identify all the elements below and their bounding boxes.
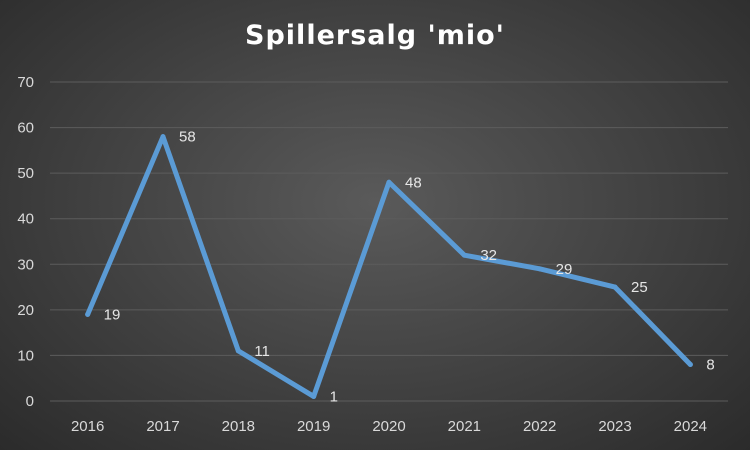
data-label: 19 — [104, 306, 121, 323]
x-tick-label: 2021 — [448, 418, 481, 435]
data-point — [85, 311, 91, 317]
x-tick-label: 2017 — [146, 418, 179, 435]
y-tick-label: 50 — [17, 165, 34, 182]
data-point — [612, 284, 618, 290]
data-label: 29 — [556, 261, 573, 278]
data-label: 1 — [330, 388, 338, 405]
y-tick-label: 60 — [17, 120, 34, 137]
x-tick-label: 2016 — [71, 418, 104, 435]
series-line — [85, 134, 693, 399]
data-point — [235, 348, 241, 354]
data-point — [461, 252, 467, 258]
data-point — [687, 362, 693, 368]
data-label: 48 — [405, 174, 422, 191]
chart-title: Spillersalg 'mio' — [245, 20, 505, 51]
data-label: 58 — [179, 129, 196, 146]
x-tick-label: 2019 — [297, 418, 330, 435]
y-tick-label: 70 — [17, 74, 34, 91]
data-point — [386, 179, 392, 185]
y-tick-label: 20 — [17, 302, 34, 319]
data-point — [537, 266, 543, 272]
data-point — [311, 393, 317, 399]
y-tick-label: 30 — [17, 256, 34, 273]
y-tick-label: 40 — [17, 211, 34, 228]
data-point — [160, 134, 166, 140]
data-label: 11 — [254, 343, 270, 360]
x-tick-label: 2022 — [523, 418, 556, 435]
x-tick-label: 2020 — [372, 418, 405, 435]
x-tick-label: 2018 — [222, 418, 255, 435]
y-tick-label: 0 — [26, 393, 34, 410]
data-label: 8 — [706, 357, 714, 374]
x-tick-label: 2023 — [598, 418, 631, 435]
x-tick-label: 2024 — [674, 418, 707, 435]
data-label: 25 — [631, 279, 648, 296]
y-tick-label: 10 — [17, 347, 34, 364]
data-label: 32 — [480, 247, 497, 264]
